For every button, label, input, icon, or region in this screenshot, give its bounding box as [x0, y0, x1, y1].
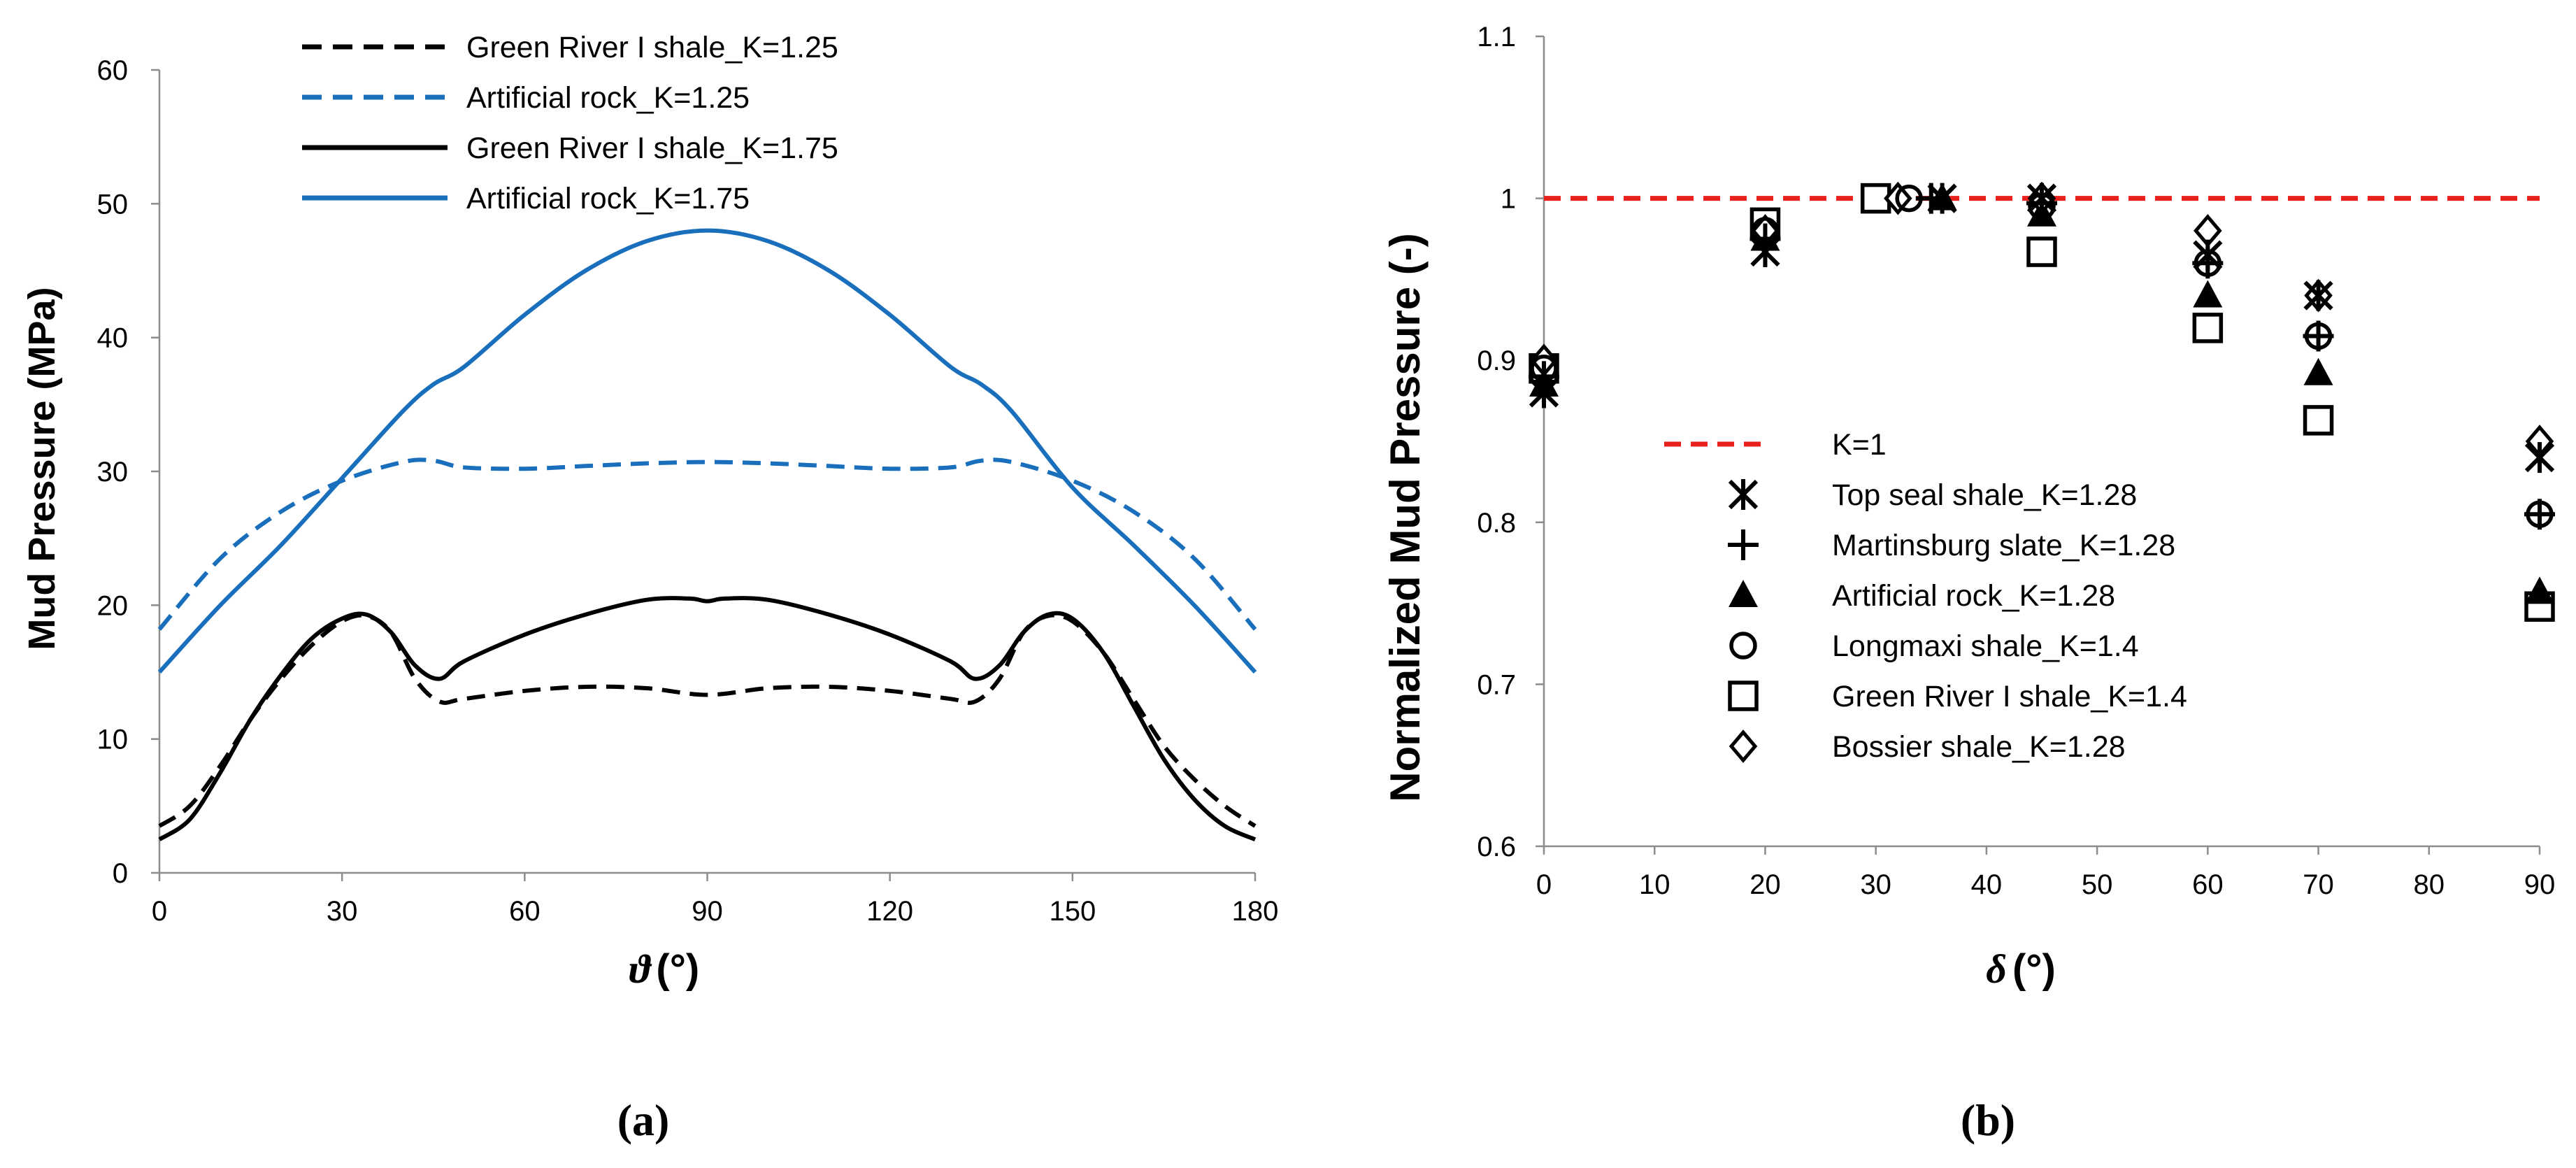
chart-b-y-tick-label: 0.6	[1477, 832, 1516, 862]
data-point-top-seal-shale-k-1-28	[1750, 236, 1780, 268]
chart-b-x-tick-label: 60	[2192, 869, 2224, 900]
data-point-top-seal-shale-k-1-28	[2193, 239, 2223, 271]
legend-label-green-river-i-shale-k-1-75: Green River I shale_K=1.75	[466, 131, 838, 165]
chart-b-y-tick-label: 0.8	[1477, 508, 1516, 539]
series-line-green-river-i-shale-k-1-25	[158, 613, 1257, 828]
chart-a-y-tick-label: 50	[97, 189, 129, 220]
chart-b-y-tick-label: 0.7	[1477, 669, 1516, 700]
chart-b-x-axis-symbol: δ	[1986, 946, 2007, 992]
data-point-top-seal-shale-k-1-28	[1529, 377, 1559, 408]
chart-a-y-tick-label: 20	[97, 590, 129, 621]
legend-label-martinsburg-slate-k-1-28: Martinsburg slate_K=1.28	[1832, 529, 2175, 562]
legend-label-bossier-shale-k-1-28: Bossier shale_K=1.28	[1832, 730, 2126, 764]
chart-b-y-tick-label: 0.9	[1477, 346, 1516, 376]
chart-a-x-tick-label: 30	[327, 896, 358, 927]
chart-a-y-tick-label: 40	[97, 323, 129, 354]
chart-a-x-tick-label: 180	[1232, 896, 1279, 927]
legend-marker-top-seal-shale-k-1-28	[1728, 479, 1759, 510]
chart-b-x-tick-label: 40	[1971, 869, 2003, 900]
legend-marker-artificial-rock-k-1-28	[1729, 580, 1758, 607]
chart-b-x-axis-label: δ (°)	[1986, 946, 2056, 992]
series-line-artificial-rock-k-1-75	[157, 228, 1257, 674]
series-line-artificial-rock-k-1-25	[157, 457, 1257, 631]
series-line-green-river-i-shale-k-1-75	[158, 596, 1257, 841]
chart-b-x-tick-label: 0	[1536, 869, 1552, 900]
chart-b-x-tick-label: 80	[2414, 869, 2445, 900]
legend-label-longmaxi-shale-k-1-4: Longmaxi shale_K=1.4	[1832, 629, 2139, 663]
chart-a-y-axis-label: Mud Pressure (MPa)	[21, 287, 63, 650]
chart-a-x-tick-label: 150	[1049, 896, 1096, 927]
chart-a-x-tick-label: 60	[509, 896, 541, 927]
data-point-top-seal-shale-k-1-28	[2303, 280, 2333, 311]
chart-a-y-tick-label: 10	[97, 725, 129, 755]
legend-label-green-river-i-shale-k-1-4: Green River I shale_K=1.4	[1832, 680, 2187, 713]
chart-a-y-tick-label: 0	[113, 858, 128, 889]
data-point-top-seal-shale-k-1-28	[2524, 442, 2555, 473]
chart-a-x-axis-unit: (°)	[656, 946, 699, 992]
chart-a-panel-label: (a)	[617, 1095, 670, 1145]
data-point-green-river-i-shale-k-1-4	[2026, 236, 2057, 267]
legend-label-artificial-rock-k-1-25: Artificial rock_K=1.25	[466, 81, 750, 115]
legend-label-artificial-rock-k-1-28: Artificial rock_K=1.28	[1832, 579, 2115, 613]
legend-marker-longmaxi-shale-k-1-4	[1729, 632, 1757, 660]
chart-b-x-tick-label: 20	[1749, 869, 1781, 900]
chart-a-x-tick-label: 120	[866, 896, 913, 927]
legend-label-artificial-rock-k-1-75: Artificial rock_K=1.75	[466, 182, 750, 215]
data-point-green-river-i-shale-k-1-4	[2192, 313, 2224, 343]
data-point-artificial-rock-k-1-28	[2525, 576, 2554, 604]
chart-b-y-tick-label: 1	[1501, 184, 1516, 215]
chart-b: 0.6 0.7 0.8 0.9 1 1.1 0 10 20 30 40 50 60 70 80 90 K=1 T…	[1382, 22, 2555, 1145]
chart-b-y-tick-label: 1.1	[1477, 22, 1516, 52]
chart-a-legend: Green River I shale_K=1.25 Artificial roc…	[302, 31, 838, 215]
chart-a-x-axis-symbol: ϑ	[629, 946, 652, 992]
chart-a-y-tick-label: 60	[97, 55, 129, 86]
chart-a-x-axis-label: ϑ (°)	[629, 946, 699, 992]
legend-marker-martinsburg-slate-k-1-28	[1728, 529, 1759, 560]
data-point-artificial-rock-k-1-28	[2303, 357, 2333, 385]
chart-b-x-axis-unit: (°)	[2012, 946, 2056, 992]
chart-b-x-tick-label: 30	[1860, 869, 1891, 900]
chart-b-axes: 0.6 0.7 0.8 0.9 1 1.1 0 10 20 30 40 50 60 70 80 90	[1477, 22, 2555, 900]
data-point-top-seal-shale-k-1-28	[2026, 183, 2057, 214]
chart-b-x-tick-label: 90	[2524, 869, 2556, 900]
chart-b-panel-label: (b)	[1961, 1095, 2015, 1145]
chart-b-series	[1529, 181, 2555, 622]
chart-a-series	[157, 228, 1257, 841]
legend-marker-bossier-shale-k-1-28	[1729, 729, 1758, 763]
legend-label-green-river-i-shale-k-1-25: Green River I shale_K=1.25	[466, 31, 838, 64]
chart-a-x-tick-label: 90	[692, 896, 723, 927]
chart-b-y-axis-label: Normalized Mud Pressure (-)	[1382, 233, 1429, 802]
chart-a-x-tick-label: 0	[152, 896, 167, 927]
chart-a-y-tick-label: 30	[97, 457, 129, 487]
chart-b-x-tick-label: 10	[1639, 869, 1670, 900]
chart-a: 0 10 20 30 40 50 60 0 30 60 90 120 150 180 Green Rive…	[21, 31, 1278, 1145]
chart-a-axes: 0 10 20 30 40 50 60 0 30 60 90 120 150 180	[97, 55, 1279, 927]
legend-label-top-seal-shale-k-1-28: Top seal shale_K=1.28	[1832, 478, 2137, 512]
legend-label-k-1: K=1	[1832, 428, 1887, 462]
chart-b-legend: K=1 Top seal shale_K=1.28 Martinsburg slat…	[1664, 428, 2187, 764]
legend-marker-green-river-i-shale-k-1-4	[1728, 681, 1759, 711]
chart-b-x-tick-label: 70	[2303, 869, 2334, 900]
data-point-martinsburg-slate-k-1-28	[2524, 499, 2555, 530]
chart-b-x-tick-label: 50	[2082, 869, 2113, 900]
data-point-artificial-rock-k-1-28	[2193, 280, 2223, 308]
data-point-green-river-i-shale-k-1-4	[2303, 405, 2334, 436]
data-point-martinsburg-slate-k-1-28	[2303, 320, 2334, 352]
data-point-top-seal-shale-k-1-28	[1927, 183, 1957, 214]
